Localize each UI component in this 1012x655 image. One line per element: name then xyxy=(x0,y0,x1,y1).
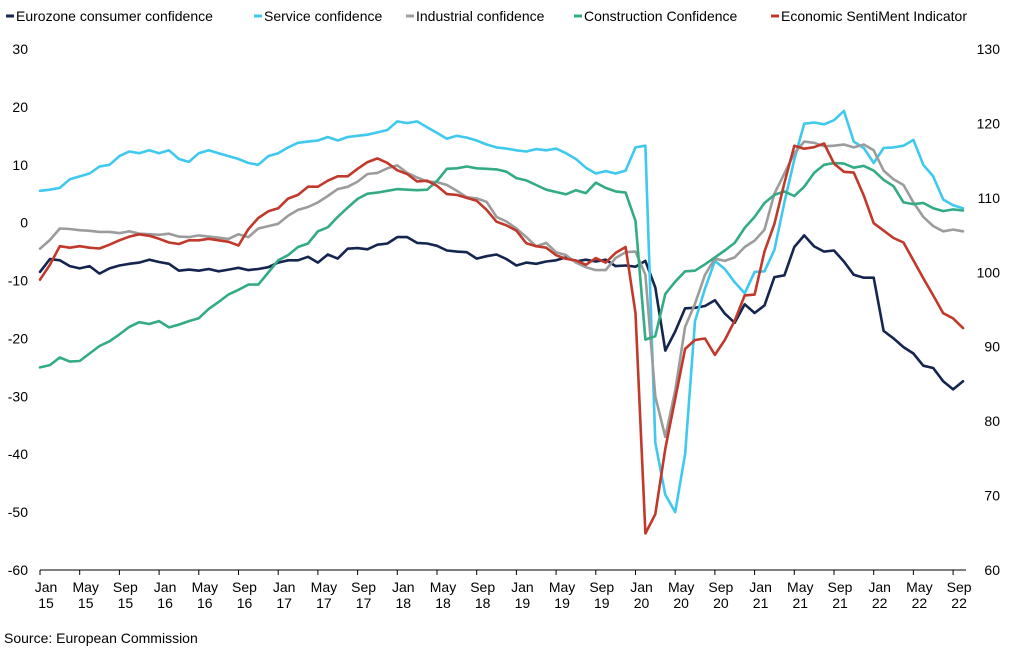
right-tick-label: 70 xyxy=(984,488,1000,504)
x-tick-label: Sep 15 xyxy=(113,579,138,611)
x-tick-label: Sep 22 xyxy=(947,579,972,611)
right-tick-label: 100 xyxy=(977,264,1001,280)
legend-label-construction-confidence: Construction Confidence xyxy=(584,8,738,24)
right-tick-label: 90 xyxy=(984,339,1000,355)
x-tick-label: Jan 15 xyxy=(35,579,58,611)
legend: Eurozone consumer confidence Service conf… xyxy=(6,8,967,24)
x-tick-label: Sep 16 xyxy=(232,579,257,611)
left-tick-label: -30 xyxy=(8,388,28,404)
left-tick-label: 0 xyxy=(20,215,28,231)
x-tick-label: May 17 xyxy=(311,579,337,611)
x-tick-label: Sep 19 xyxy=(589,579,614,611)
x-tick-label: Sep 18 xyxy=(470,579,495,611)
legend-label-industrial-confidence: Industrial confidence xyxy=(416,8,545,24)
legend-label-service-confidence: Service confidence xyxy=(264,8,383,24)
x-axis: Jan 15 May 15 Sep 15 Jan 16 May 16 Sep 16 Jan 17 May 17… xyxy=(35,569,972,611)
left-tick-label: -60 xyxy=(8,562,28,578)
left-tick-label: -10 xyxy=(8,273,28,289)
x-tick-label: May 20 xyxy=(668,579,694,611)
x-tick-label: May 18 xyxy=(430,579,456,611)
series-line-construction-confidence xyxy=(38,161,965,369)
right-tick-label: 80 xyxy=(984,413,1000,429)
x-tick-label: May 19 xyxy=(549,579,575,611)
legend-label-economic-sentiment-indicator: Economic SentiMent Indicator xyxy=(781,8,967,24)
x-tick-label: Sep 21 xyxy=(828,579,853,611)
left-tick-label: 20 xyxy=(12,99,28,115)
x-tick-label: May 16 xyxy=(192,579,218,611)
left-tick-label: -40 xyxy=(8,446,28,462)
x-tick-label: Sep 20 xyxy=(708,579,733,611)
legend-label-eurozone-consumer-confidence: Eurozone consumer confidence xyxy=(16,8,213,24)
series-lines xyxy=(38,109,965,535)
x-tick-label: Jan 22 xyxy=(868,579,891,611)
left-axis: 30 20 10 0 -10 -20 -30 -40 -50 -60 xyxy=(8,41,28,578)
right-axis: 130 120 110 100 90 80 70 60 xyxy=(977,41,1001,578)
source-note: Source: European Commission xyxy=(4,630,198,646)
x-tick-label: Jan 16 xyxy=(154,579,177,611)
series-line-economic-sentiment-indicator xyxy=(38,142,965,535)
x-tick-label: Jan 17 xyxy=(273,579,296,611)
left-tick-label: 10 xyxy=(12,157,28,173)
x-tick-label: Sep 17 xyxy=(351,579,376,611)
series-line-service-confidence xyxy=(38,109,965,514)
right-tick-label: 130 xyxy=(977,41,1001,57)
left-tick-label: -20 xyxy=(8,330,28,346)
left-tick-label: -50 xyxy=(8,504,28,520)
left-tick-label: 30 xyxy=(12,41,28,57)
x-tick-label: May 15 xyxy=(72,579,98,611)
series-line-eurozone-consumer-confidence xyxy=(38,234,965,391)
x-tick-label: Jan 19 xyxy=(511,579,534,611)
right-tick-label: 110 xyxy=(978,190,1001,206)
x-tick-label: Jan 18 xyxy=(392,579,415,611)
right-tick-label: 120 xyxy=(977,115,1001,131)
right-tick-label: 60 xyxy=(984,562,1000,578)
x-tick-label: Jan 20 xyxy=(630,579,653,611)
series-line-industrial-confidence xyxy=(38,140,965,439)
x-tick-label: May 22 xyxy=(906,579,932,611)
x-tick-label: May 21 xyxy=(787,579,813,611)
x-tick-label: Jan 21 xyxy=(749,579,772,611)
